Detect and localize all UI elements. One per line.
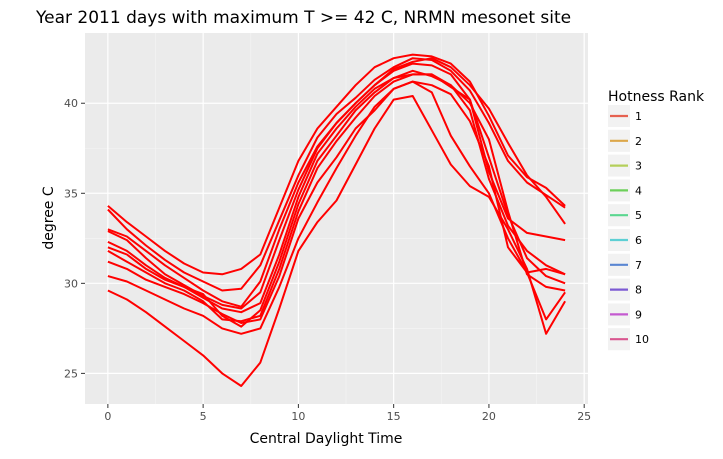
series-line-9 <box>107 80 566 335</box>
y-tick-label: 30 <box>64 277 78 290</box>
series-line-10 <box>107 95 566 387</box>
series-line-1 <box>107 53 566 276</box>
legend-label-5: 5 <box>635 209 642 222</box>
x-axis: 0 5 10 15 20 25 <box>104 404 591 423</box>
series-line-6 <box>107 73 566 328</box>
legend-label-2: 2 <box>635 135 642 148</box>
legend-title: Hotness Rank <box>608 89 705 105</box>
plot-panel <box>85 33 588 404</box>
chart-title: Year 2011 days with maximum T >= 42 C, N… <box>35 8 571 28</box>
legend-label-7: 7 <box>635 259 642 272</box>
series-line-7 <box>107 73 566 323</box>
x-tick-label: 5 <box>200 410 207 423</box>
y-tick-label: 35 <box>64 187 78 200</box>
panel-background <box>85 33 588 404</box>
y-axis-title: degree C <box>41 186 57 250</box>
y-tick-label: 40 <box>64 97 78 110</box>
x-axis-title: Central Daylight Time <box>250 431 403 447</box>
legend-label-4: 4 <box>635 184 642 197</box>
x-tick-label: 25 <box>577 410 591 423</box>
legend-label-9: 9 <box>635 308 642 321</box>
series-line-2 <box>107 57 566 292</box>
x-tick-label: 20 <box>482 410 496 423</box>
legend-label-6: 6 <box>635 234 642 247</box>
legend-label-10: 10 <box>635 333 649 346</box>
legend-label-3: 3 <box>635 160 642 173</box>
series-line-4 <box>107 62 566 310</box>
y-tick-label: 25 <box>64 367 78 380</box>
series-line-8 <box>107 80 566 324</box>
legend-label-8: 8 <box>635 284 642 297</box>
x-tick-label: 0 <box>104 410 111 423</box>
y-axis: 25 30 35 40 <box>64 97 85 380</box>
x-tick-label: 15 <box>387 410 401 423</box>
legend: Hotness Rank 1 2 3 4 5 6 7 8 9 10 <box>608 89 705 351</box>
x-tick-label: 10 <box>291 410 305 423</box>
legend-label-1: 1 <box>635 110 642 123</box>
